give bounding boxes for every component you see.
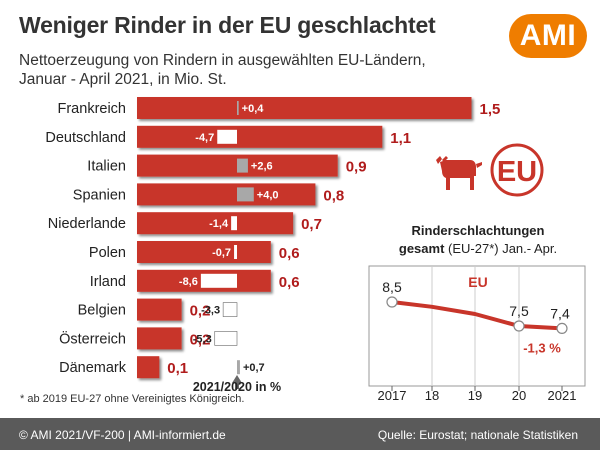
eu-badge-icon: EU [490,143,544,197]
change-label-line: -1,3 % [523,340,561,355]
value-label: 1,1 [390,130,411,147]
data-label: 7,5 [509,303,529,319]
change-bar [231,216,237,231]
data-label: 8,5 [382,279,402,295]
value-label: 0,9 [346,159,367,176]
change-bar [200,273,237,288]
change-bar [237,158,248,173]
change-label: -5,3 [193,333,212,345]
bar [137,356,160,379]
ami-logo: AMI [509,14,587,58]
data-point [386,296,398,308]
change-bar [234,245,237,259]
value-label: 0,6 [279,245,300,262]
change-bar [222,302,238,317]
x-tick-label: 18 [425,388,439,403]
bar [137,298,182,321]
change-bar [217,129,237,144]
change-label: +0,4 [242,103,265,115]
value-label: 0,1 [167,360,188,377]
value-label: 1,5 [480,101,501,118]
x-tick-label: 2021 [548,388,577,403]
change-bar [214,331,238,346]
category-label: Niederlande [48,216,126,232]
arrow-up-icon [232,375,242,389]
change-label: +4,0 [257,189,279,201]
eu-badge-ring [490,143,544,197]
cow-body [440,160,476,190]
bar [137,327,182,350]
value-label: 0,2 [190,303,211,320]
x-tick-label: 20 [512,388,526,403]
x-tick-label: 2017 [378,388,407,403]
data-point [556,322,568,334]
category-label: Dänemark [59,360,127,376]
value-label: 0,7 [301,216,322,233]
chart-title: Weniger Rinder in der EU geschlachtet [19,12,436,38]
bar-chart: Frankreich 1,5 +0,4 Deutschland 1,1 -4,7 Itali… [45,97,501,394]
category-label: Irland [90,274,126,290]
category-label: Frankreich [58,101,127,117]
line-chart-title-1: Rinderschlachtungen [412,223,545,238]
data-point [513,320,525,332]
category-label: Italien [87,159,126,175]
category-label: Deutschland [45,130,126,146]
category-label: Polen [89,245,126,261]
bar [137,212,294,235]
cow-horns [436,156,448,164]
change-label: +0,7 [243,362,265,374]
category-label: Österreich [59,329,126,347]
line-chart-title-2: gesamt (EU-27*) Jan.- Apr. [399,241,557,256]
change-bar [237,187,254,202]
subtitle-line-2: Januar - April 2021, in Mio. St. [19,71,227,88]
bar [137,241,271,263]
change-caption: 2021/2020 in % [193,380,281,394]
category-label: Spanien [73,187,126,203]
line-chart-panel: EU Rinderschlachtungen gesamt (EU-27*) Jan… [368,143,586,403]
bar [137,125,383,148]
line-chart-title-rest: (EU-27*) Jan.- Apr. [444,241,557,256]
bar [137,97,472,119]
change-label: -4,7 [195,132,214,144]
subtitle-line-1: Nettoerzeugung von Rindern in ausgewählt… [19,52,426,69]
change-label: -0,7 [212,247,231,259]
ami-logo-text: AMI [519,19,577,52]
cow-icon [436,156,482,190]
value-label: 0,6 [279,274,300,291]
cow-tail [476,162,482,168]
change-label: -1,4 [209,218,229,230]
series-name: EU [468,274,487,290]
value-label: 0,2 [190,331,211,348]
data-label: 7,4 [550,305,570,321]
change-label: -3,3 [201,305,220,317]
footnote: * ab 2019 EU-27 ohne Vereinigtes Königre… [20,393,245,405]
chart-subtitle: Nettoerzeugung von Rindern in ausgewählt… [19,51,499,89]
change-label: -8,6 [179,276,198,288]
footer-source: Quelle: Eurostat; nationale Statistiken [377,428,578,442]
series-line [391,300,563,331]
footer: © AMI 2021/VF-200 | AMI-informiert.de Qu… [0,418,600,450]
eu-badge-text: EU [497,156,537,188]
category-label: Belgien [78,303,126,319]
x-tick-label: 19 [468,388,482,403]
change-bar [237,101,239,115]
value-label: 0,8 [323,187,344,204]
change-label: +2,6 [251,161,273,173]
line-chart-title-bold: gesamt [399,241,445,256]
footer-copyright: © AMI 2021/VF-200 | AMI-informiert.de [19,428,226,442]
change-bar [237,360,240,375]
bar [137,183,316,206]
